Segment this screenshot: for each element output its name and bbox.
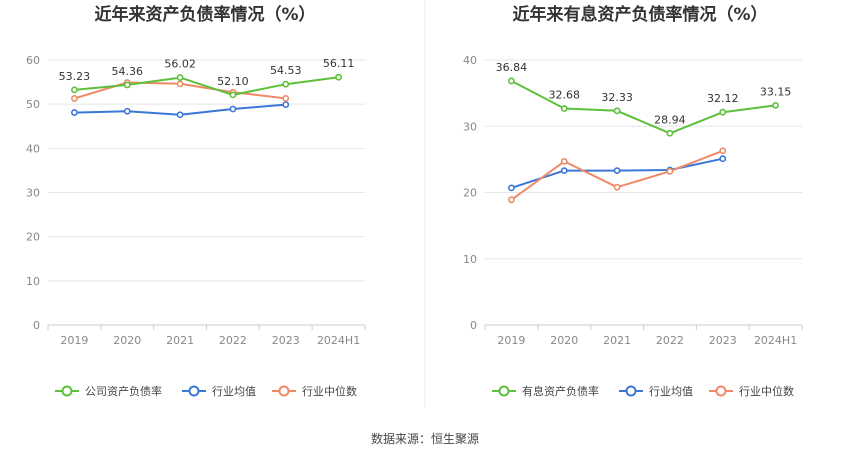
data-point bbox=[666, 129, 674, 137]
data-label: 54.53 bbox=[270, 64, 302, 77]
data-label: 32.33 bbox=[601, 91, 633, 104]
data-label: 32.68 bbox=[549, 88, 581, 101]
x-tick-label: 2022 bbox=[656, 334, 684, 347]
data-point bbox=[71, 109, 78, 116]
legend-marker bbox=[715, 385, 727, 397]
data-label: 54.36 bbox=[112, 65, 144, 78]
y-tick-label: 30 bbox=[26, 187, 40, 200]
x-tick-label: 2024H1 bbox=[317, 334, 360, 347]
legend-label: 行业均值 bbox=[649, 385, 693, 398]
x-tick-label: 2023 bbox=[272, 334, 300, 347]
legend-item[interactable]: 行业均值 bbox=[182, 385, 256, 398]
data-point bbox=[560, 105, 568, 112]
data-point bbox=[772, 101, 779, 109]
chart-title-right: 近年来有息资产负债率情况（%） bbox=[512, 4, 767, 25]
chart-right: 近年来有息资产负债率情况（%） 0 10 20 30 40 2019 2020 2021 202… bbox=[463, 4, 803, 398]
y-tick-label: 10 bbox=[463, 253, 477, 266]
data-label: 36.84 bbox=[496, 61, 528, 74]
data-label: 28.94 bbox=[654, 113, 686, 126]
legend-marker bbox=[625, 385, 637, 397]
data-label: 56.11 bbox=[323, 57, 355, 70]
legend-item[interactable]: 行业中位数 bbox=[709, 384, 794, 398]
y-tick-label: 30 bbox=[463, 120, 477, 133]
legend-marker bbox=[278, 385, 290, 397]
plot-area-left: 0 10 20 30 40 50 60 2019 2020 2021 2022 2023 2024H1 5… bbox=[26, 54, 366, 347]
data-point bbox=[613, 183, 621, 191]
data-point bbox=[613, 167, 621, 175]
data-point bbox=[71, 86, 78, 94]
data-point bbox=[560, 157, 568, 165]
x-tick-label: 2023 bbox=[709, 334, 737, 347]
series-line bbox=[510, 80, 776, 135]
data-point bbox=[282, 95, 290, 102]
chart-left: 近年来资产负债率情况（%） 0 10 20 30 40 50 60 2019 2020 2021 2… bbox=[26, 4, 366, 398]
data-point bbox=[176, 111, 184, 119]
data-point bbox=[229, 105, 237, 113]
data-point bbox=[508, 184, 515, 192]
chart-title-left: 近年来资产负债率情况（%） bbox=[94, 4, 315, 25]
y-tick-label: 20 bbox=[26, 231, 40, 244]
data-point bbox=[508, 77, 515, 85]
legend-marker bbox=[188, 385, 200, 397]
legend-label: 行业中位数 bbox=[739, 384, 794, 398]
data-point bbox=[666, 167, 674, 175]
data-point bbox=[719, 108, 727, 116]
data-label: 32.12 bbox=[707, 92, 739, 105]
legend-marker bbox=[498, 385, 510, 397]
x-tick-label: 2020 bbox=[113, 334, 141, 347]
legend-label: 行业均值 bbox=[212, 385, 256, 398]
legend-marker bbox=[61, 385, 73, 397]
legend-item[interactable]: 公司资产负债率 bbox=[55, 384, 162, 398]
data-point bbox=[176, 80, 184, 88]
x-tick-label: 2019 bbox=[60, 334, 88, 347]
legend-right: 有息资产负债率 行业均值 行业中位数 bbox=[492, 384, 794, 398]
data-point bbox=[560, 167, 568, 175]
x-tick-label: 2021 bbox=[166, 334, 194, 347]
x-tick-label: 2022 bbox=[219, 334, 247, 347]
data-point bbox=[719, 155, 727, 163]
legend-item[interactable]: 有息资产负债率 bbox=[492, 384, 599, 398]
legend-label: 有息资产负债率 bbox=[522, 384, 599, 398]
y-tick-label: 20 bbox=[463, 187, 477, 200]
data-point bbox=[123, 107, 131, 115]
series-line bbox=[74, 76, 339, 96]
y-tick-label: 50 bbox=[26, 98, 40, 111]
data-point bbox=[613, 107, 621, 115]
legend-label: 公司资产负债率 bbox=[85, 384, 162, 398]
x-tick-label: 2019 bbox=[497, 334, 525, 347]
y-tick-label: 40 bbox=[26, 142, 40, 155]
x-tick-label: 2021 bbox=[603, 334, 631, 347]
y-tick-label: 10 bbox=[26, 275, 40, 288]
data-point bbox=[71, 95, 78, 102]
data-point bbox=[508, 196, 515, 204]
data-point bbox=[282, 80, 290, 88]
data-label: 52.10 bbox=[217, 75, 249, 88]
x-tick-label: 2020 bbox=[550, 334, 578, 347]
data-label: 53.23 bbox=[59, 70, 91, 83]
plot-area-right: 0 10 20 30 40 2019 2020 2021 2022 2023 2024H1 36.84… bbox=[463, 54, 803, 347]
data-point bbox=[282, 101, 290, 109]
source-text: 数据来源：恒生聚源 bbox=[371, 431, 479, 446]
data-point bbox=[176, 74, 184, 81]
legend-label: 行业中位数 bbox=[302, 384, 357, 398]
data-point bbox=[719, 147, 727, 155]
legend-item[interactable]: 行业中位数 bbox=[272, 384, 357, 398]
data-label: 33.15 bbox=[760, 85, 792, 98]
data-point bbox=[229, 91, 237, 99]
y-tick-label: 60 bbox=[26, 54, 40, 67]
data-point bbox=[123, 81, 131, 89]
x-tick-label: 2024H1 bbox=[754, 334, 797, 347]
y-tick-label: 0 bbox=[470, 319, 477, 332]
data-label: 56.02 bbox=[164, 58, 196, 71]
legend-item[interactable]: 行业均值 bbox=[619, 385, 693, 398]
data-point bbox=[335, 73, 342, 81]
y-tick-label: 40 bbox=[463, 54, 477, 67]
y-tick-label: 0 bbox=[33, 319, 40, 332]
legend-left: 公司资产负债率 行业均值 行业中位数 bbox=[55, 384, 357, 398]
